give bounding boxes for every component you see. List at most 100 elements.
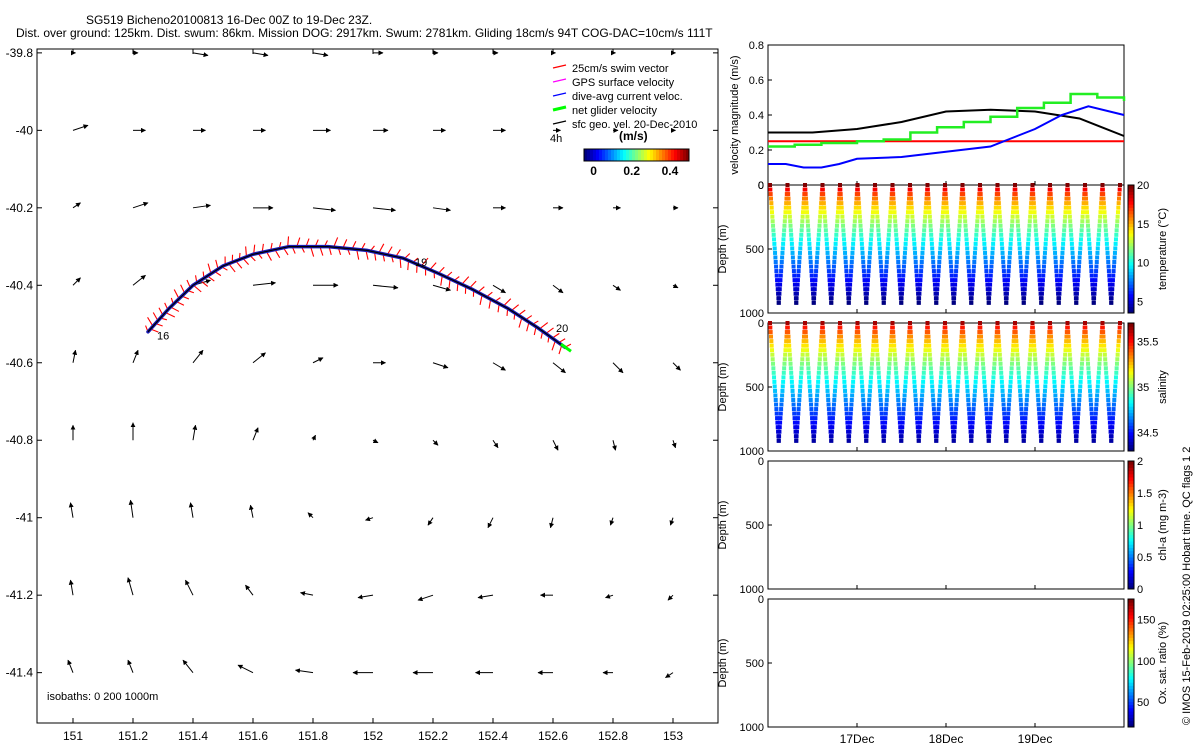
- section-sample: [1006, 269, 1011, 274]
- section-sample: [813, 278, 818, 283]
- section-sample: [1015, 348, 1020, 353]
- section-sample: [1073, 287, 1078, 292]
- section-sample: [924, 196, 929, 201]
- section-sample: [1081, 205, 1086, 210]
- section-sample: [1019, 269, 1024, 274]
- section-sample: [1048, 325, 1053, 330]
- section-sample: [1075, 425, 1080, 430]
- section-sample: [812, 287, 817, 292]
- section-sample: [912, 241, 917, 246]
- section-sample: [899, 438, 904, 443]
- section-sample: [1084, 339, 1089, 344]
- section-sample: [865, 416, 870, 421]
- section-sample: [842, 237, 847, 242]
- section-sample: [1010, 357, 1015, 362]
- day-label: 16: [157, 331, 169, 343]
- section-sample: [905, 210, 910, 215]
- section-sample: [871, 205, 876, 210]
- section-sample: [943, 187, 948, 192]
- section-sample: [938, 375, 943, 380]
- section-sample: [1079, 232, 1084, 237]
- section-sample: [839, 334, 844, 339]
- section-sample: [833, 237, 838, 242]
- section-colorbar-cell: [1128, 425, 1134, 430]
- section-sample: [976, 201, 981, 206]
- section-sample: [824, 237, 829, 242]
- section-colorbar-cell: [1128, 499, 1134, 504]
- section-sample: [948, 250, 953, 255]
- section-sample: [799, 366, 804, 371]
- section-sample: [790, 384, 795, 389]
- section-sample: [796, 273, 801, 278]
- section-sample: [874, 334, 879, 339]
- section-sample: [973, 375, 978, 380]
- section-sample: [1102, 205, 1107, 210]
- section-sample: [937, 250, 942, 255]
- section-sample: [937, 393, 942, 398]
- colorbar-tick-label: 0.4: [662, 164, 679, 178]
- section-sample: [830, 282, 835, 287]
- section-sample: [769, 196, 774, 201]
- section-sample: [1013, 321, 1017, 325]
- section-sample: [908, 330, 913, 335]
- geo-arrow: [609, 517, 615, 526]
- section-sample: [1036, 397, 1041, 402]
- section-sample: [1057, 287, 1062, 292]
- section-sample: [805, 352, 810, 357]
- section-sample: [882, 291, 887, 296]
- section-sample: [792, 416, 797, 421]
- section-sample: [875, 357, 880, 362]
- legend-entry: GPS surface velocity: [572, 77, 675, 89]
- section-sample: [989, 397, 994, 402]
- section-sample: [1107, 282, 1112, 287]
- section-sample: [1102, 343, 1107, 348]
- section-sample: [1070, 246, 1075, 251]
- section-sample: [879, 407, 884, 412]
- section-sample: [1109, 291, 1114, 296]
- section-sample: [848, 273, 853, 278]
- section-colorbar-tick: 2: [1137, 456, 1143, 468]
- section-sample: [1065, 325, 1070, 330]
- section-colorbar-cell: [1128, 618, 1134, 622]
- section-sample: [1009, 232, 1014, 237]
- section-sample: [1115, 210, 1120, 215]
- section-sample: [1116, 343, 1121, 348]
- section-sample: [946, 366, 951, 371]
- section-sample: [841, 361, 846, 366]
- section-sample: [856, 334, 861, 339]
- section-sample: [1074, 300, 1079, 305]
- section-sample: [827, 282, 832, 287]
- section-sample: [1019, 273, 1024, 278]
- section-sample: [1070, 393, 1075, 398]
- section-sample: [884, 259, 889, 264]
- section-sample: [797, 393, 802, 398]
- section-sample: [1115, 348, 1120, 353]
- section-sample: [1018, 388, 1023, 393]
- geo-arrow: [252, 352, 266, 364]
- section-sample: [974, 361, 979, 366]
- section-sample: [1004, 429, 1009, 434]
- section-sample: [982, 241, 987, 246]
- section-sample: [981, 370, 986, 375]
- section-sample: [882, 296, 887, 301]
- section-sample: [890, 325, 895, 330]
- section-sample: [1045, 352, 1050, 357]
- section-colorbar-cell: [1128, 261, 1134, 266]
- section-sample: [852, 228, 857, 233]
- section-sample: [931, 402, 936, 407]
- section-sample: [927, 352, 932, 357]
- section-colorbar-cell: [1128, 258, 1134, 263]
- section-sample: [984, 402, 989, 407]
- section-sample: [913, 397, 918, 402]
- section-sample: [1088, 259, 1093, 264]
- section-sample: [1092, 296, 1097, 301]
- section-sample: [918, 411, 923, 416]
- section-sample: [1068, 228, 1073, 233]
- section-sample: [780, 250, 785, 255]
- section-sample: [936, 264, 941, 269]
- section-sample: [938, 241, 943, 246]
- section-sample: [1037, 420, 1042, 425]
- section-sample: [828, 425, 833, 430]
- section-sample: [1063, 214, 1068, 219]
- geo-arrow: [300, 591, 314, 597]
